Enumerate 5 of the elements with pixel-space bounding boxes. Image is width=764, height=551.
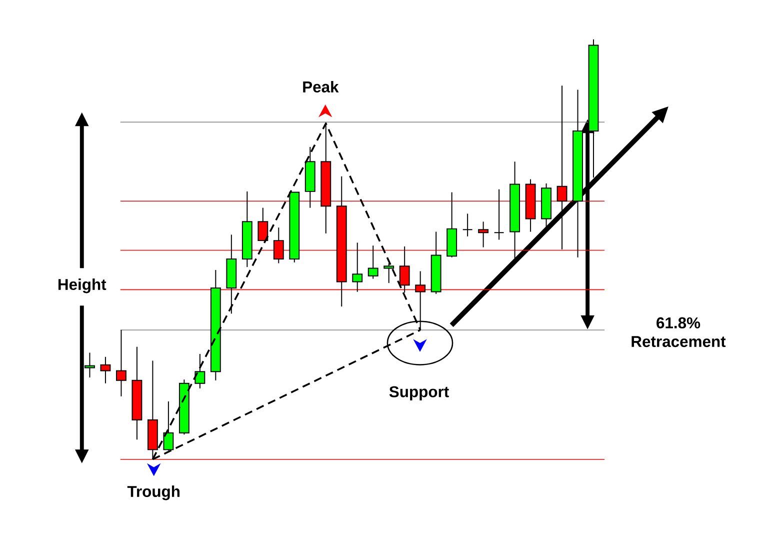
text: 61.8% Retracement — [632, 317, 726, 348]
text: Trough — [127, 486, 180, 500]
annotation: Peak — [303, 80, 339, 93]
annotation: Height — [58, 278, 106, 294]
annotation: Support — [389, 386, 449, 400]
